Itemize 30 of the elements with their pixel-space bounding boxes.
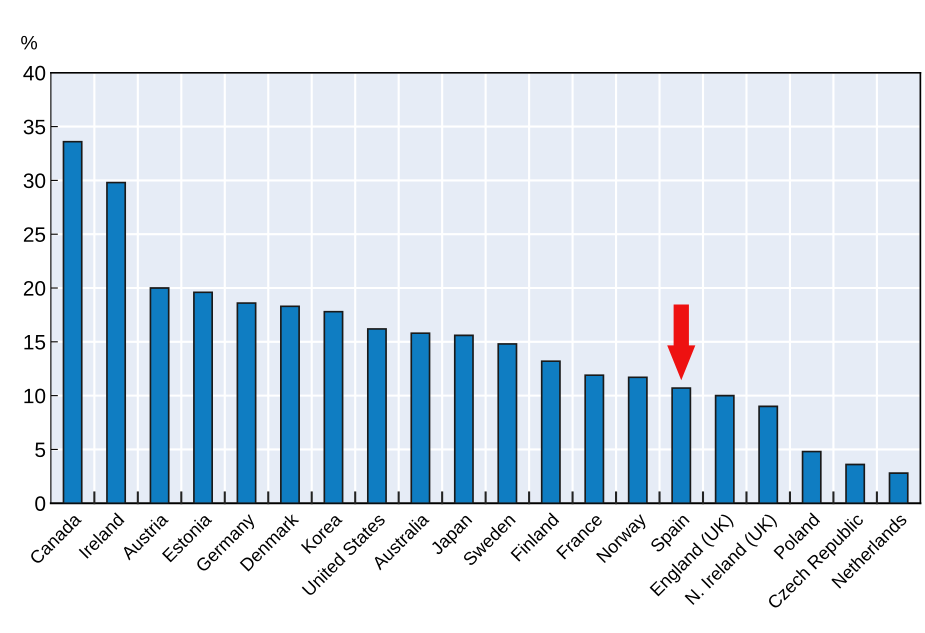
bar	[410, 332, 430, 504]
y-tick-label: 15	[24, 335, 46, 350]
bar	[758, 406, 778, 504]
bar	[280, 305, 300, 504]
y-tick-label: 5	[35, 442, 46, 458]
y-tick-label: 20	[24, 281, 46, 296]
bar	[454, 334, 474, 504]
bar	[802, 450, 822, 504]
y-tick-label: 35	[24, 120, 46, 134]
bar	[193, 291, 213, 504]
bar	[888, 472, 909, 504]
y-tick-label: 25	[24, 227, 46, 242]
bar	[714, 394, 735, 504]
y-tick-label: 40	[23, 66, 46, 81]
y-tick-label: 30	[24, 173, 46, 188]
bar	[62, 140, 83, 504]
bar	[540, 360, 561, 504]
bar	[845, 464, 866, 504]
bar	[497, 343, 518, 504]
bar	[150, 287, 170, 504]
y-axis-title: %	[21, 36, 38, 50]
y-tick-label: 10	[24, 388, 46, 404]
bar	[106, 182, 126, 504]
bar	[236, 302, 256, 504]
bar	[366, 328, 387, 504]
y-tick-label: 0	[35, 496, 46, 511]
bar	[584, 374, 604, 504]
bar	[628, 376, 648, 504]
bar	[671, 387, 692, 504]
bar	[324, 310, 344, 504]
